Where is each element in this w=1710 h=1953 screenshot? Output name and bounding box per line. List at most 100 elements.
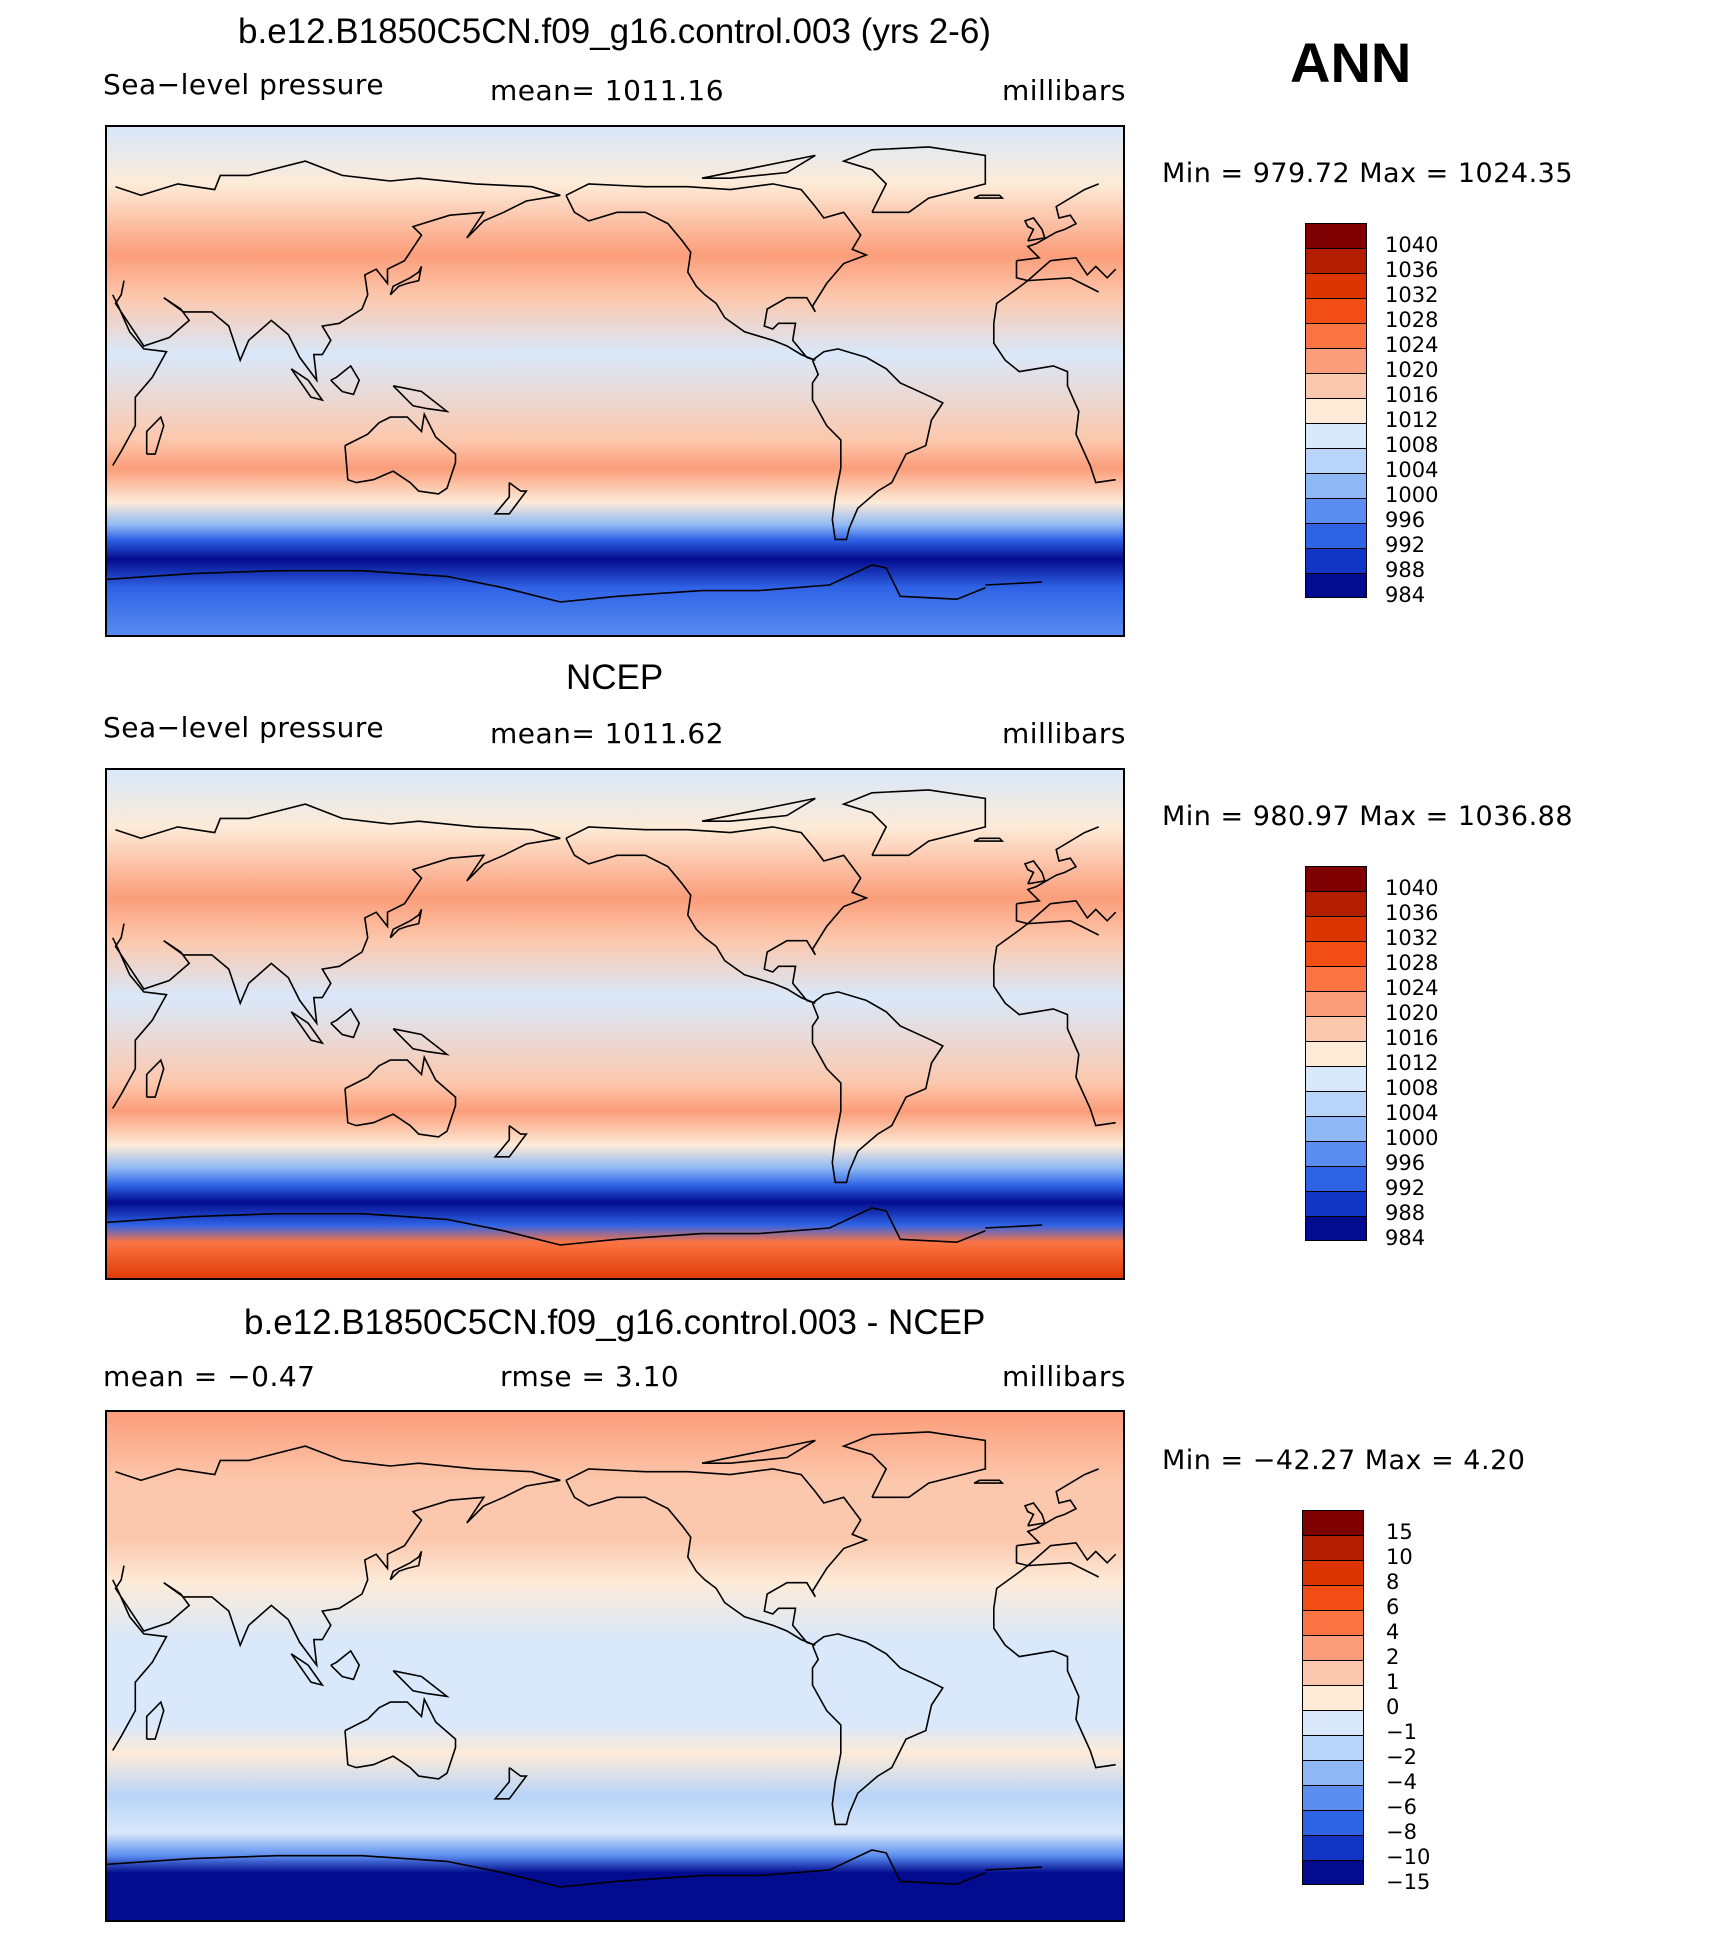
colorbar-label: 988 (1385, 558, 1426, 582)
panel-3-rmse-label: rmse = 3.10 (500, 1360, 680, 1393)
coastline (701, 1439, 816, 1464)
coastline (114, 1445, 1117, 1669)
coastline (114, 803, 1117, 1027)
colorbar-label: 984 (1385, 1226, 1426, 1250)
colorbar-swatch (1302, 1735, 1364, 1760)
colorbar-swatch (1302, 1685, 1364, 1710)
coastline (565, 826, 869, 1004)
colorbar-swatch (1305, 916, 1367, 941)
panel-2-variable-label: Sea−level pressure (103, 711, 385, 744)
coastline (145, 1058, 165, 1098)
contour-field (107, 770, 1123, 1278)
colorbar-label: −2 (1386, 1745, 1417, 1769)
panel-2-minmax: Min = 980.97 Max = 1036.88 (1162, 801, 1574, 832)
map-svg (107, 127, 1123, 635)
colorbar-label: 6 (1386, 1595, 1400, 1619)
colorbar-label: 15 (1386, 1520, 1413, 1544)
coastline (389, 266, 423, 296)
colorbar-swatch (1305, 1091, 1367, 1116)
colorbar-swatch (1305, 991, 1367, 1016)
coastline (389, 1551, 423, 1581)
coastline (841, 789, 987, 857)
colorbar-label: 1000 (1385, 1126, 1439, 1150)
panel-3-mean-label: mean = −0.47 (103, 1360, 316, 1393)
colorbar-label: −6 (1386, 1795, 1417, 1819)
panel-3-units-label: millibars (1002, 1360, 1126, 1393)
colorbar-swatch (1305, 573, 1367, 598)
coastline (811, 348, 944, 541)
colorbar-label: −8 (1386, 1820, 1417, 1844)
colorbar-label: 1012 (1385, 408, 1439, 432)
colorbar-label: 1008 (1385, 433, 1439, 457)
colorbar-label: 1032 (1385, 283, 1439, 307)
coastline (392, 385, 450, 413)
colorbar-swatch (1302, 1560, 1364, 1585)
colorbar-swatch (1305, 373, 1367, 398)
colorbar-swatch (1302, 1860, 1364, 1885)
coastline (973, 1479, 1005, 1484)
coastline (841, 146, 987, 214)
colorbar-label: 1036 (1385, 258, 1439, 282)
colorbar-label: 8 (1386, 1570, 1400, 1594)
coastline (145, 415, 165, 455)
panel-1-minmax: Min = 979.72 Max = 1024.35 (1162, 158, 1574, 189)
panel-1-variable-label: Sea−level pressure (103, 68, 385, 101)
colorbar-label: 1012 (1385, 1051, 1439, 1075)
coastline (107, 1207, 1043, 1246)
panel-1-units-label: millibars (1002, 74, 1126, 107)
colorbar-swatch (1305, 1141, 1367, 1166)
colorbar-swatch (1305, 298, 1367, 323)
panel-3-minmax: Min = −42.27 Max = 4.20 (1162, 1445, 1526, 1476)
colorbar-label: 1004 (1385, 1101, 1439, 1125)
colorbar-label: 988 (1385, 1201, 1426, 1225)
coastline (493, 1124, 528, 1158)
colorbar-swatch (1305, 473, 1367, 498)
colorbar-label: −4 (1386, 1770, 1417, 1794)
colorbar-swatch (1305, 866, 1367, 891)
colorbar-swatch (1302, 1510, 1364, 1535)
colorbar-label: 1020 (1385, 358, 1439, 382)
colorbar-swatch (1305, 423, 1367, 448)
coastline (330, 1649, 361, 1681)
contour-field (107, 1412, 1123, 1920)
colorbar-label: 1032 (1385, 926, 1439, 950)
season-label: ANN (1290, 31, 1412, 94)
colorbar-label: −15 (1386, 1870, 1431, 1894)
coastline (493, 481, 528, 515)
coastline (841, 1431, 987, 1499)
colorbar-label: 4 (1386, 1620, 1400, 1644)
colorbar-label: 984 (1385, 583, 1426, 607)
colorbar-swatch (1302, 1785, 1364, 1810)
colorbar-label: 1016 (1385, 1026, 1439, 1050)
colorbar-label: 1024 (1385, 333, 1439, 357)
colorbar-label: 1028 (1385, 308, 1439, 332)
colorbar-label: 1000 (1385, 483, 1439, 507)
colorbar-swatch (1305, 1116, 1367, 1141)
colorbar-label: 1024 (1385, 976, 1439, 1000)
coastline (973, 837, 1005, 842)
coastline (701, 154, 816, 179)
panel-1-map (105, 125, 1125, 637)
colorbar-label: 0 (1386, 1695, 1400, 1719)
colorbar-label: 996 (1385, 508, 1426, 532)
coastline (114, 160, 1117, 384)
colorbar-swatch (1305, 498, 1367, 523)
colorbar-label: −10 (1386, 1845, 1431, 1869)
colorbar-swatch (1305, 398, 1367, 423)
coastline (344, 1054, 457, 1138)
colorbar-label: 10 (1386, 1545, 1413, 1569)
map-svg (107, 770, 1123, 1278)
colorbar-swatch (1305, 1166, 1367, 1191)
coastline (392, 1670, 450, 1698)
colorbar-swatch (1305, 323, 1367, 348)
colorbar-swatch (1305, 448, 1367, 473)
colorbar-label: 992 (1385, 1176, 1426, 1200)
colorbar-swatch (1305, 223, 1367, 248)
contour-field (107, 127, 1123, 635)
colorbar-swatch (1305, 1066, 1367, 1091)
coastline (290, 1011, 325, 1045)
colorbar-label: 992 (1385, 533, 1426, 557)
colorbar-label: 1008 (1385, 1076, 1439, 1100)
coastline (1023, 217, 1046, 242)
coastline (330, 1007, 361, 1039)
